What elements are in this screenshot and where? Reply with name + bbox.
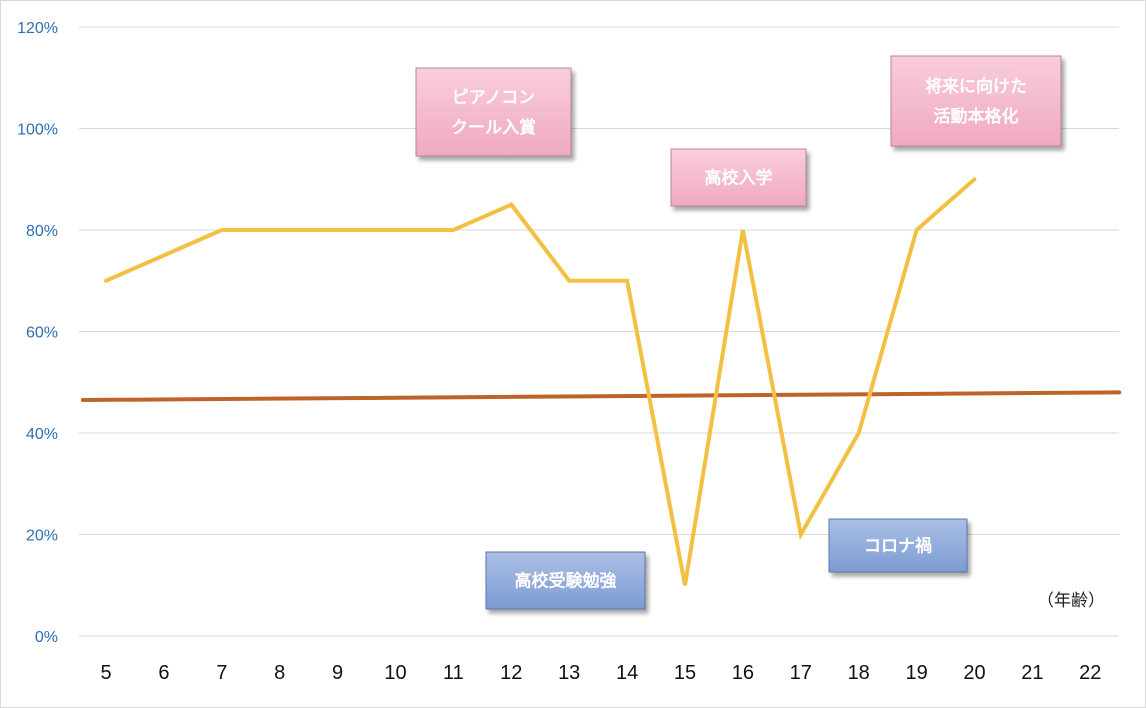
callout-exam-study: 高校受験勉強: [485, 551, 646, 610]
callout-box: [828, 518, 968, 573]
series-line: [104, 177, 977, 586]
x-tick-label: 5: [100, 662, 111, 684]
x-tick-label: 13: [558, 662, 580, 684]
callout-label: 活動本格化: [934, 106, 1019, 127]
x-tick-label: 11: [443, 662, 464, 684]
callout-box: [485, 551, 646, 610]
axes: 0% 20% 40% 60% 80% 100% 120% 5 6 7 8 9 10 11 12 13 14 15 1…: [17, 20, 1105, 684]
x-tick-label: 22: [1079, 662, 1101, 684]
y-tick-label: 60%: [26, 325, 58, 342]
x-tick-label: 10: [384, 662, 406, 684]
x-tick-label: 12: [500, 662, 522, 684]
callout-high-school-entry: 高校入学: [670, 148, 807, 207]
y-tick-label: 40%: [26, 426, 58, 443]
callout-box: [670, 148, 807, 207]
callout-label: ピアノコン: [452, 88, 535, 108]
x-tick-label: 15: [674, 662, 696, 684]
series: [80, 177, 1122, 586]
x-tick-label: 8: [274, 662, 285, 684]
callout-box: [890, 55, 1062, 147]
x-tick-label: 9: [332, 662, 343, 684]
callout-box: [415, 67, 572, 157]
callout-label: コロナ禍: [864, 536, 932, 557]
y-tick-label: 100%: [17, 122, 58, 139]
trend-line: [80, 390, 1122, 403]
x-tick-label: 19: [905, 662, 927, 684]
x-tick-label: 17: [790, 662, 812, 684]
x-tick-label: 21: [1021, 662, 1043, 684]
y-tick-label: 120%: [17, 20, 58, 37]
x-tick-label: 20: [963, 662, 985, 684]
callout-label: 将来に向けた: [925, 76, 1027, 97]
y-tick-label: 0%: [35, 629, 58, 646]
x-tick-label: 18: [848, 662, 870, 684]
y-tick-label: 80%: [26, 223, 58, 240]
y-tick-label: 20%: [26, 528, 58, 545]
callout-label: クール入賞: [451, 117, 536, 138]
x-tick-label: 14: [616, 662, 638, 684]
x-tick-label: 7: [216, 662, 227, 684]
x-axis-unit-label: （年齢）: [1037, 591, 1105, 611]
x-tick-label: 16: [732, 662, 754, 684]
callout-label: 高校入学: [705, 168, 773, 189]
x-tick-label: 6: [158, 662, 169, 684]
callout-label: 高校受験勉強: [515, 571, 617, 592]
callout-covid: コロナ禍: [828, 518, 968, 573]
